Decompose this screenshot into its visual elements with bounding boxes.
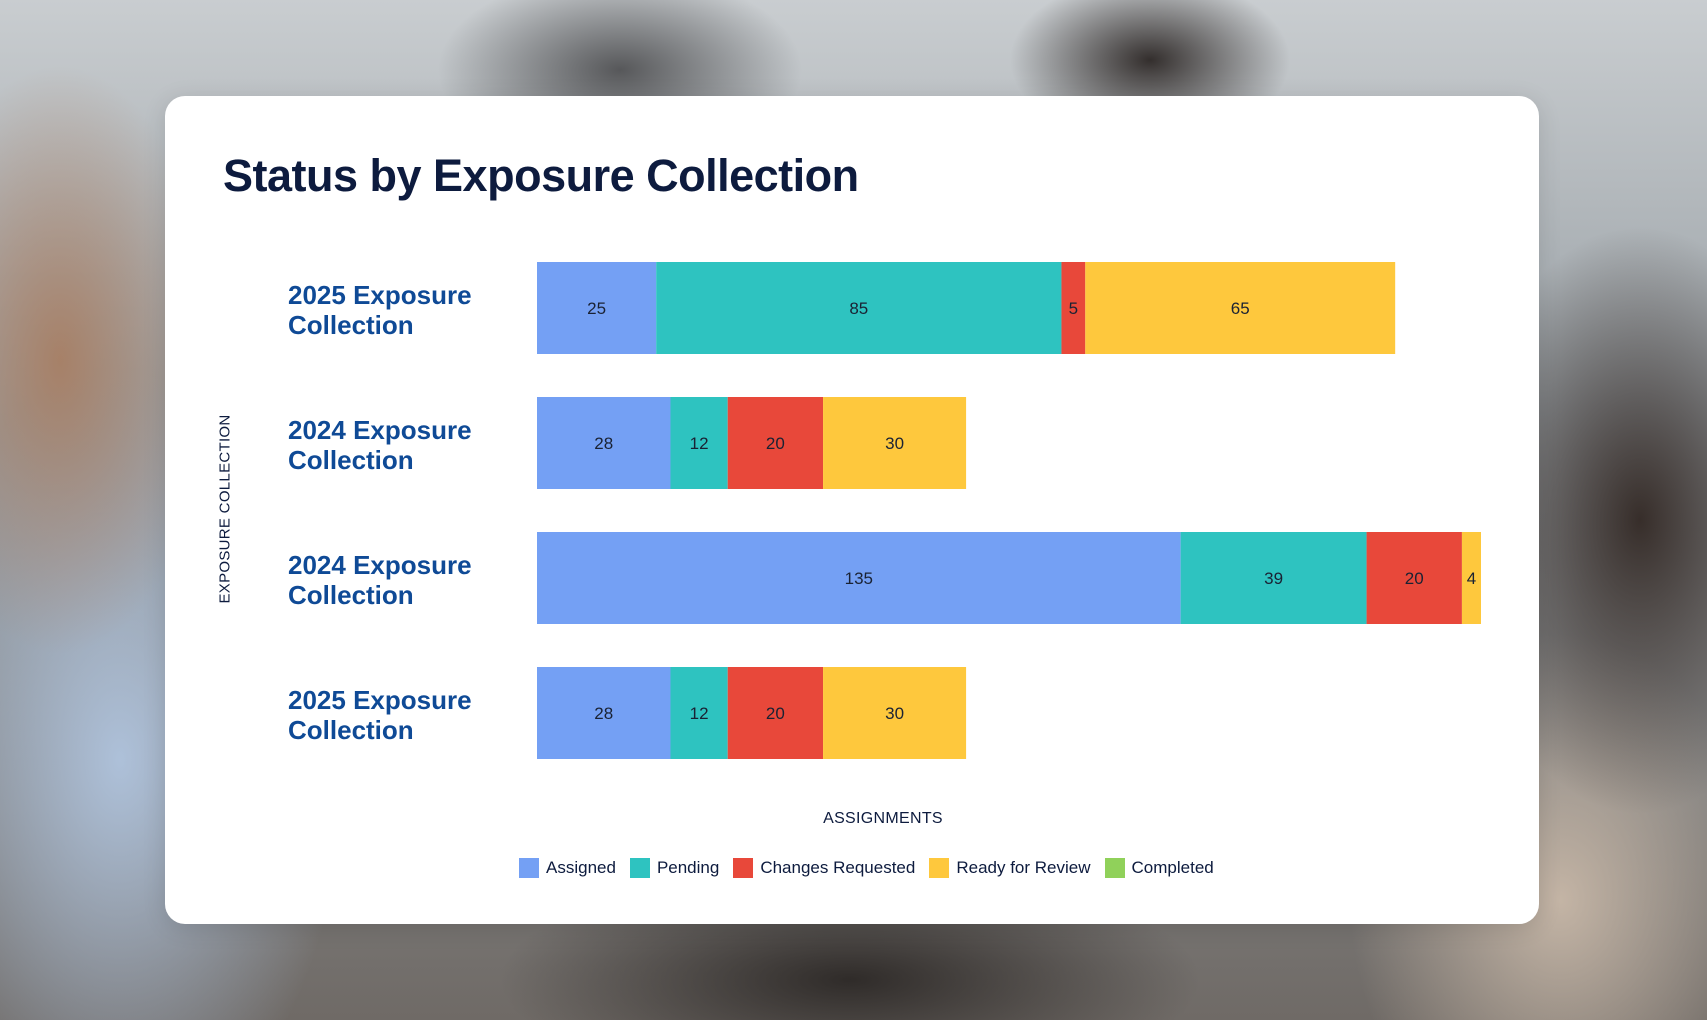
data-label: 28	[594, 704, 613, 723]
data-label: 65	[1231, 299, 1250, 318]
legend-item-completed[interactable]: Completed	[1104, 858, 1214, 878]
legend-swatch	[1104, 858, 1125, 878]
legend-swatch	[733, 858, 754, 878]
x-axis-label: ASSIGNMENTS	[823, 810, 943, 827]
data-label: 85	[849, 299, 868, 318]
legend-swatch	[929, 858, 950, 878]
bar-segment-changes-requested[interactable]	[727, 667, 824, 759]
data-label: 20	[766, 434, 785, 453]
legend-item-pending[interactable]: Pending	[629, 858, 720, 878]
chart-card: Status by Exposure Collection EXPOSURE C…	[165, 96, 1539, 924]
category-label: 2025 Exposure Collection	[288, 280, 472, 340]
data-label: 20	[1405, 569, 1424, 588]
bar-segment-pending[interactable]	[670, 397, 728, 489]
category-label: 2024 Exposure Collection	[288, 415, 472, 475]
data-label: 28	[594, 434, 613, 453]
bar-segment-ready-for-review[interactable]	[823, 667, 967, 759]
legend-label: Pending	[656, 858, 720, 877]
chart-title: Status by Exposure Collection	[223, 150, 859, 201]
legend-swatch	[519, 858, 539, 878]
data-label: 30	[885, 434, 904, 453]
bar-segment-ready-for-review[interactable]	[823, 397, 967, 489]
legend-item-changes-requested[interactable]: Changes Requested	[733, 858, 915, 878]
category-label: 2025 Exposure Collection	[288, 685, 472, 745]
bar-segment-assigned[interactable]	[537, 262, 657, 354]
bar-segment-ready-for-review[interactable]	[1461, 532, 1481, 624]
data-label: 25	[587, 299, 606, 318]
data-label: 20	[766, 704, 785, 723]
bar-segment-assigned[interactable]	[537, 667, 671, 759]
legend-label: Completed	[1131, 858, 1214, 877]
legend-swatch	[629, 858, 650, 878]
bar-chart-plot: 2025 Exposure Collection 25 85 5 65 2024 Expos…	[288, 262, 1481, 759]
data-label: 30	[885, 704, 904, 723]
legend-label: Assigned	[546, 858, 616, 877]
bar-segment-pending[interactable]	[670, 667, 728, 759]
bar-segment-assigned[interactable]	[537, 397, 671, 489]
bar-segment-assigned[interactable]	[537, 532, 1181, 624]
data-label: 12	[690, 704, 709, 723]
bar-segment-changes-requested[interactable]	[727, 397, 824, 489]
category-label: 2024 Exposure Collection	[288, 550, 472, 610]
data-label: 4	[1467, 569, 1476, 588]
legend-label: Ready for Review	[956, 858, 1091, 877]
legend-item-ready-for-review[interactable]: Ready for Review	[929, 858, 1091, 878]
bar-segment-changes-requested[interactable]	[1061, 262, 1086, 354]
data-label: 12	[690, 434, 709, 453]
bar-segment-pending[interactable]	[1180, 532, 1367, 624]
bar-segment-pending[interactable]	[656, 262, 1062, 354]
data-label: 39	[1264, 569, 1283, 588]
chart-legend: Assigned Pending Changes Requested Ready fo…	[519, 858, 1214, 878]
data-label: 5	[1069, 299, 1078, 318]
legend-label: Changes Requested	[760, 858, 916, 877]
bar-segment-changes-requested[interactable]	[1366, 532, 1462, 624]
legend-item-assigned[interactable]: Assigned	[519, 858, 616, 878]
data-label: 135	[845, 569, 873, 588]
bar-segment-ready-for-review[interactable]	[1085, 262, 1396, 354]
